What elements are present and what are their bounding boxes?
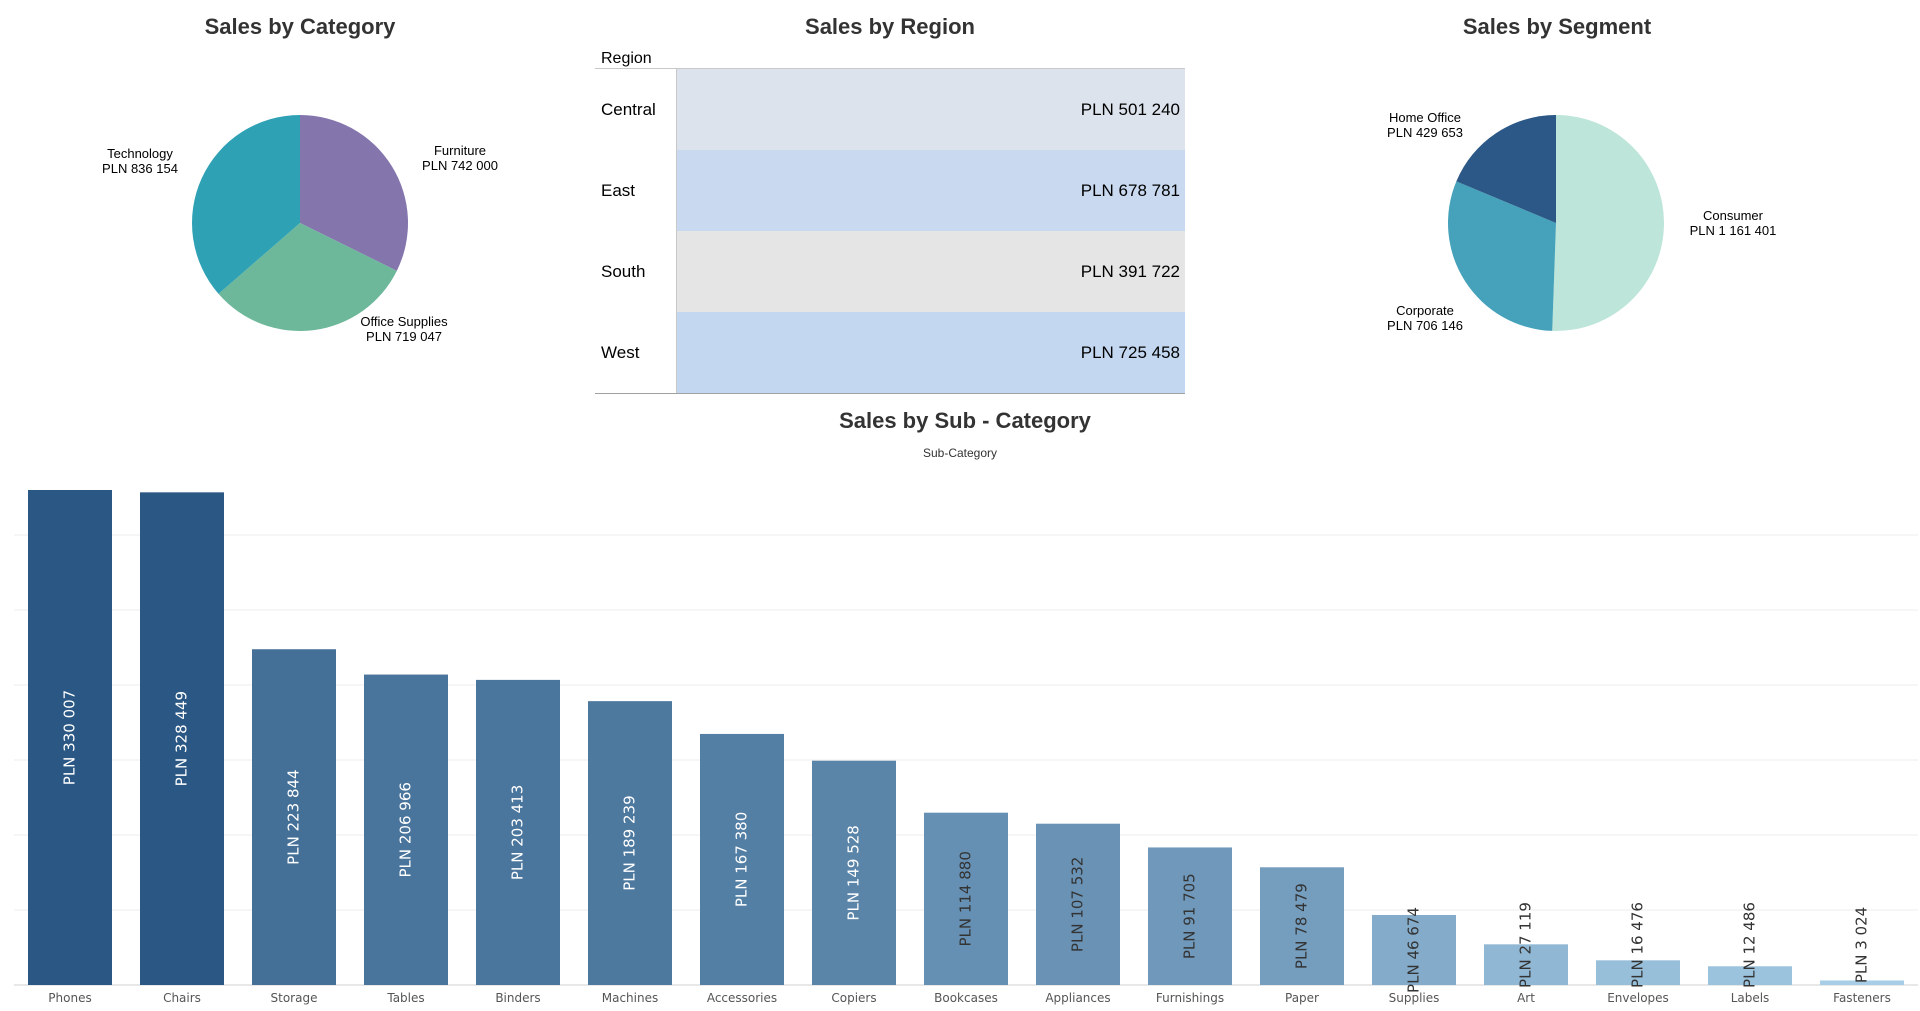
bar-paper[interactable] (1260, 867, 1344, 985)
x-tick-label: Machines (602, 991, 658, 1005)
bar-value-label: PLN 330 007 (61, 690, 79, 785)
bar-chairs[interactable] (140, 492, 224, 985)
table-divider (595, 393, 1185, 394)
bar-value-label: PLN 167 380 (733, 812, 751, 907)
bar-value-label: PLN 27 119 (1517, 902, 1535, 988)
region-value-cell: PLN 725 458 (676, 312, 1185, 393)
x-tick-label: Chairs (163, 991, 201, 1005)
table-row: Central PLN 501 240 (595, 69, 1185, 150)
bar-value-label: PLN 46 674 (1405, 907, 1423, 993)
bar-fasteners[interactable] (1820, 980, 1904, 985)
x-tick-label: Binders (495, 991, 540, 1005)
bar-value-label: PLN 78 479 (1293, 883, 1311, 969)
x-tick-label: Fasteners (1833, 991, 1891, 1005)
bar-value-label: PLN 203 413 (509, 785, 527, 880)
pie-slice-technology[interactable] (191, 115, 300, 294)
bar-art[interactable] (1484, 944, 1568, 985)
bar-value-label: PLN 16 476 (1629, 902, 1647, 988)
pie-label-consumer: Consumer PLN 1 161 401 (1689, 208, 1777, 238)
pie-label-technology: Technology PLN 836 154 (102, 146, 178, 176)
pie-label-office-supplies: Office Supplies PLN 719 047 (360, 314, 448, 344)
region-value: PLN 501 240 (1080, 100, 1180, 119)
pie-slice-furniture[interactable] (300, 115, 408, 271)
x-tick-label: Art (1517, 991, 1535, 1005)
region-value-cell: PLN 391 722 (676, 231, 1185, 312)
bar-value-label: PLN 3 024 (1853, 907, 1871, 983)
region-name: West (601, 343, 640, 362)
region-name: East (601, 181, 636, 200)
bar-value-label: PLN 149 528 (845, 825, 863, 920)
bar-value-label: PLN 107 532 (1069, 857, 1087, 952)
x-tick-label: Tables (386, 991, 424, 1005)
bar-value-label: PLN 91 705 (1181, 873, 1199, 959)
table-row: South PLN 391 722 (595, 231, 1185, 312)
bar-machines[interactable] (588, 701, 672, 985)
table-divider (676, 68, 677, 393)
x-tick-label: Envelopes (1607, 991, 1669, 1005)
bar-binders[interactable] (476, 679, 560, 985)
bar-appliances[interactable] (1036, 823, 1120, 985)
bar-labels[interactable] (1708, 966, 1792, 985)
bar-furnishings[interactable] (1148, 847, 1232, 985)
table-row: East PLN 678 781 (595, 150, 1185, 231)
category-chart-title: Sales by Category (204, 14, 396, 39)
table-row: West PLN 725 458 (595, 312, 1185, 393)
x-tick-label: Phones (48, 991, 91, 1005)
x-tick-label: Copiers (831, 991, 876, 1005)
category-pie-chart (191, 115, 408, 332)
pie-label-home-office: Home Office PLN 429 653 (1387, 110, 1463, 140)
bar-value-label: PLN 206 966 (397, 782, 415, 877)
bar-copiers[interactable] (812, 760, 896, 985)
bar-value-label: PLN 223 844 (285, 769, 303, 864)
region-value-cell: PLN 678 781 (676, 150, 1185, 231)
region-value: PLN 391 722 (1080, 262, 1180, 281)
subcategory-bar-chart: PLN 330 007 Phones PLN 328 449 Chairs PLN 22… (14, 490, 1918, 1005)
x-tick-label: Supplies (1389, 991, 1440, 1005)
bar-supplies[interactable] (1372, 914, 1456, 985)
bar-tables[interactable] (364, 674, 448, 985)
x-tick-label: Bookcases (934, 991, 998, 1005)
pie-slice-corporate[interactable] (1448, 181, 1556, 331)
x-tick-label: Labels (1731, 991, 1770, 1005)
pie-slice-office-supplies[interactable] (218, 223, 397, 332)
subcategory-chart-title: Sales by Sub - Category (839, 408, 1091, 433)
bar-phones[interactable] (28, 490, 112, 985)
x-tick-label: Appliances (1045, 991, 1110, 1005)
region-value-cell: PLN 501 240 (676, 69, 1185, 150)
bar-bookcases[interactable] (924, 812, 1008, 985)
pie-slice-home-office[interactable] (1456, 115, 1556, 223)
region-name: South (601, 262, 646, 281)
pie-label-furniture: Furniture PLN 742 000 (422, 143, 498, 173)
table-divider (595, 68, 1185, 69)
region-column-header: Region (601, 50, 652, 67)
x-tick-label: Furnishings (1156, 991, 1224, 1005)
segment-pie-chart (1448, 115, 1665, 331)
pie-slice-consumer[interactable] (1552, 115, 1665, 331)
region-name: Central (601, 100, 656, 119)
region-table: Region Central PLN 501 240 East PLN 678 … (595, 48, 1185, 398)
x-tick-label: Accessories (707, 991, 777, 1005)
bar-value-label: PLN 189 239 (621, 795, 639, 890)
region-value: PLN 678 781 (1080, 181, 1180, 200)
pie-label-corporate: Corporate PLN 706 146 (1387, 303, 1463, 333)
bar-value-label: PLN 328 449 (173, 691, 191, 786)
bar-value-label: PLN 114 880 (957, 851, 975, 946)
bar-envelopes[interactable] (1596, 960, 1680, 985)
segment-chart-title: Sales by Segment (1462, 14, 1652, 39)
x-tick-label: Paper (1285, 991, 1319, 1005)
bar-accessories[interactable] (700, 733, 784, 985)
x-tick-label: Storage (271, 991, 318, 1005)
region-table-title: Sales by Region (805, 14, 975, 39)
subcategory-axis-title: Sub-Category (922, 446, 998, 460)
bar-storage[interactable] (252, 649, 336, 985)
bar-value-label: PLN 12 486 (1741, 902, 1759, 988)
region-value: PLN 725 458 (1080, 343, 1180, 362)
